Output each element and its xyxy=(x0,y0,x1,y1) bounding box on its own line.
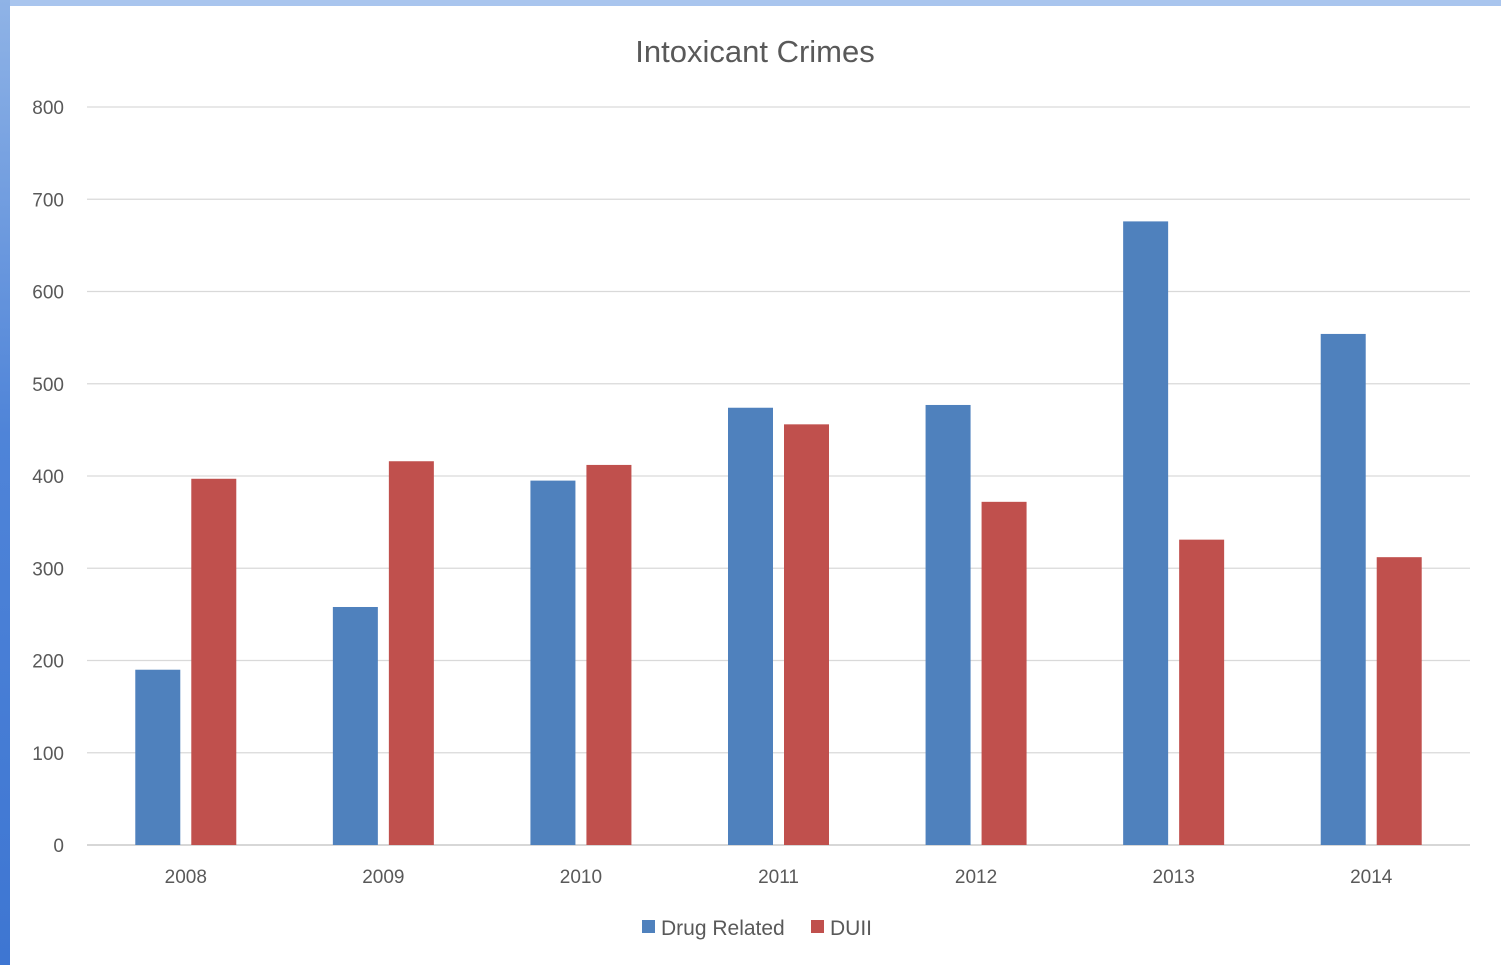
y-tick-label: 500 xyxy=(32,375,64,396)
bar-duii-2008 xyxy=(191,478,237,845)
bar-chart: Intoxicant Crimes 0 100 200 300 400 500 600 700… xyxy=(32,34,1470,940)
bar-duii-2010 xyxy=(586,464,632,845)
x-axis-tick-labels: 2008 2009 2010 2011 2012 2013 2014 xyxy=(165,867,1393,888)
y-axis-tick-labels: 0 100 200 300 400 500 600 700 800 xyxy=(32,98,64,857)
bar-drug-related-2010 xyxy=(530,480,576,845)
x-tick-label: 2012 xyxy=(955,867,997,888)
chart-title: Intoxicant Crimes xyxy=(635,34,874,69)
bar-duii-2014 xyxy=(1376,557,1422,845)
bars xyxy=(135,221,1422,845)
legend-swatch xyxy=(642,920,655,933)
x-tick-label: 2013 xyxy=(1153,867,1195,888)
x-tick-label: 2010 xyxy=(560,867,602,888)
y-tick-label: 100 xyxy=(32,744,64,765)
bar-drug-related-2008 xyxy=(135,669,181,845)
chart-area: Intoxicant Crimes 0 100 200 300 400 500 600 700… xyxy=(10,6,1501,965)
bar-drug-related-2012 xyxy=(925,404,971,845)
bar-duii-2013 xyxy=(1179,539,1225,845)
legend-swatch xyxy=(811,920,824,933)
y-tick-label: 400 xyxy=(32,467,64,488)
bar-drug-related-2009 xyxy=(332,606,378,845)
y-tick-label: 0 xyxy=(53,836,64,857)
x-tick-label: 2014 xyxy=(1350,867,1393,888)
legend-label: Drug Related xyxy=(661,917,785,940)
x-tick-label: 2011 xyxy=(758,867,799,888)
window-left-edge xyxy=(0,0,10,965)
bar-drug-related-2011 xyxy=(728,407,773,845)
bar-duii-2012 xyxy=(981,501,1027,845)
bar-duii-2009 xyxy=(388,461,434,845)
legend-label: DUII xyxy=(830,917,872,940)
bar-drug-related-2013 xyxy=(1123,221,1169,845)
x-tick-label: 2008 xyxy=(165,867,207,888)
y-tick-label: 800 xyxy=(32,98,64,119)
legend: Drug Related DUII xyxy=(642,917,872,940)
bar-duii-2011 xyxy=(784,424,829,845)
y-tick-label: 700 xyxy=(32,190,64,211)
y-tick-label: 300 xyxy=(32,559,64,580)
bar-drug-related-2014 xyxy=(1320,333,1366,845)
x-tick-label: 2009 xyxy=(362,867,404,888)
y-tick-label: 600 xyxy=(32,283,64,304)
window-top-edge xyxy=(0,0,1501,6)
gridlines xyxy=(87,106,1470,846)
y-tick-label: 200 xyxy=(32,652,64,673)
